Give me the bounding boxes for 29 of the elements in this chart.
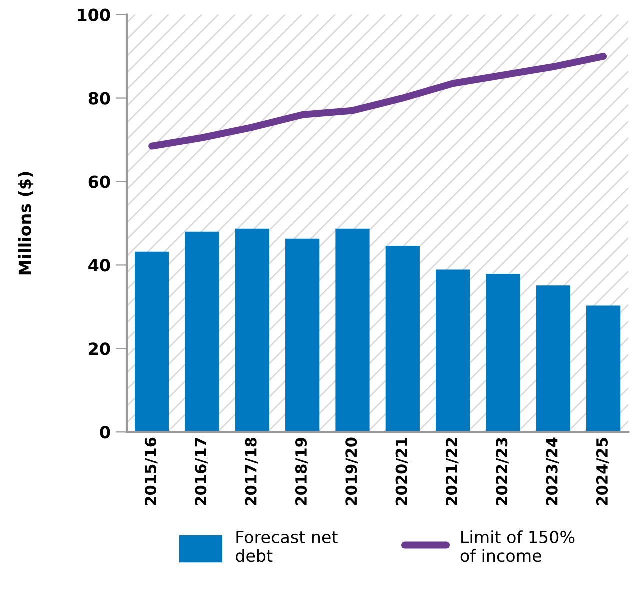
x-tick-label: 2015/16 [144, 438, 158, 506]
bar [286, 238, 320, 432]
y-tick-label: 80 [88, 92, 110, 105]
x-tick-label: 2020/21 [396, 438, 409, 506]
y-tick-label: 0 [100, 426, 110, 439]
y-tick-label: 40 [88, 259, 110, 272]
x-tick-label: 2019/20 [346, 438, 358, 506]
bar [336, 228, 370, 432]
bar [135, 252, 170, 432]
x-tick-label: 2016/17 [195, 438, 208, 506]
y-axis-title: Millions ($) [18, 172, 34, 275]
x-tick-label: 2018/19 [295, 438, 308, 506]
y-tick-label: 60 [88, 176, 110, 188]
bar [586, 306, 621, 432]
x-tick-label: 2024/25 [596, 438, 610, 506]
legend-label: Limit of 150% of income [460, 530, 575, 562]
bar [185, 232, 220, 432]
bar [235, 228, 270, 432]
bar [386, 246, 420, 432]
y-tick-label: 100 [78, 8, 110, 22]
x-tick-label: 2021/22 [446, 438, 459, 506]
x-tick-label: 2022/23 [496, 438, 509, 506]
bar [436, 270, 470, 432]
legend-label: Forecast net debt [236, 531, 338, 562]
y-tick-label: 20 [89, 342, 110, 356]
x-tick-label: 2017/18 [245, 438, 258, 506]
x-tick-label: 2023/24 [546, 438, 560, 506]
bar [486, 274, 520, 432]
bar [536, 286, 570, 432]
